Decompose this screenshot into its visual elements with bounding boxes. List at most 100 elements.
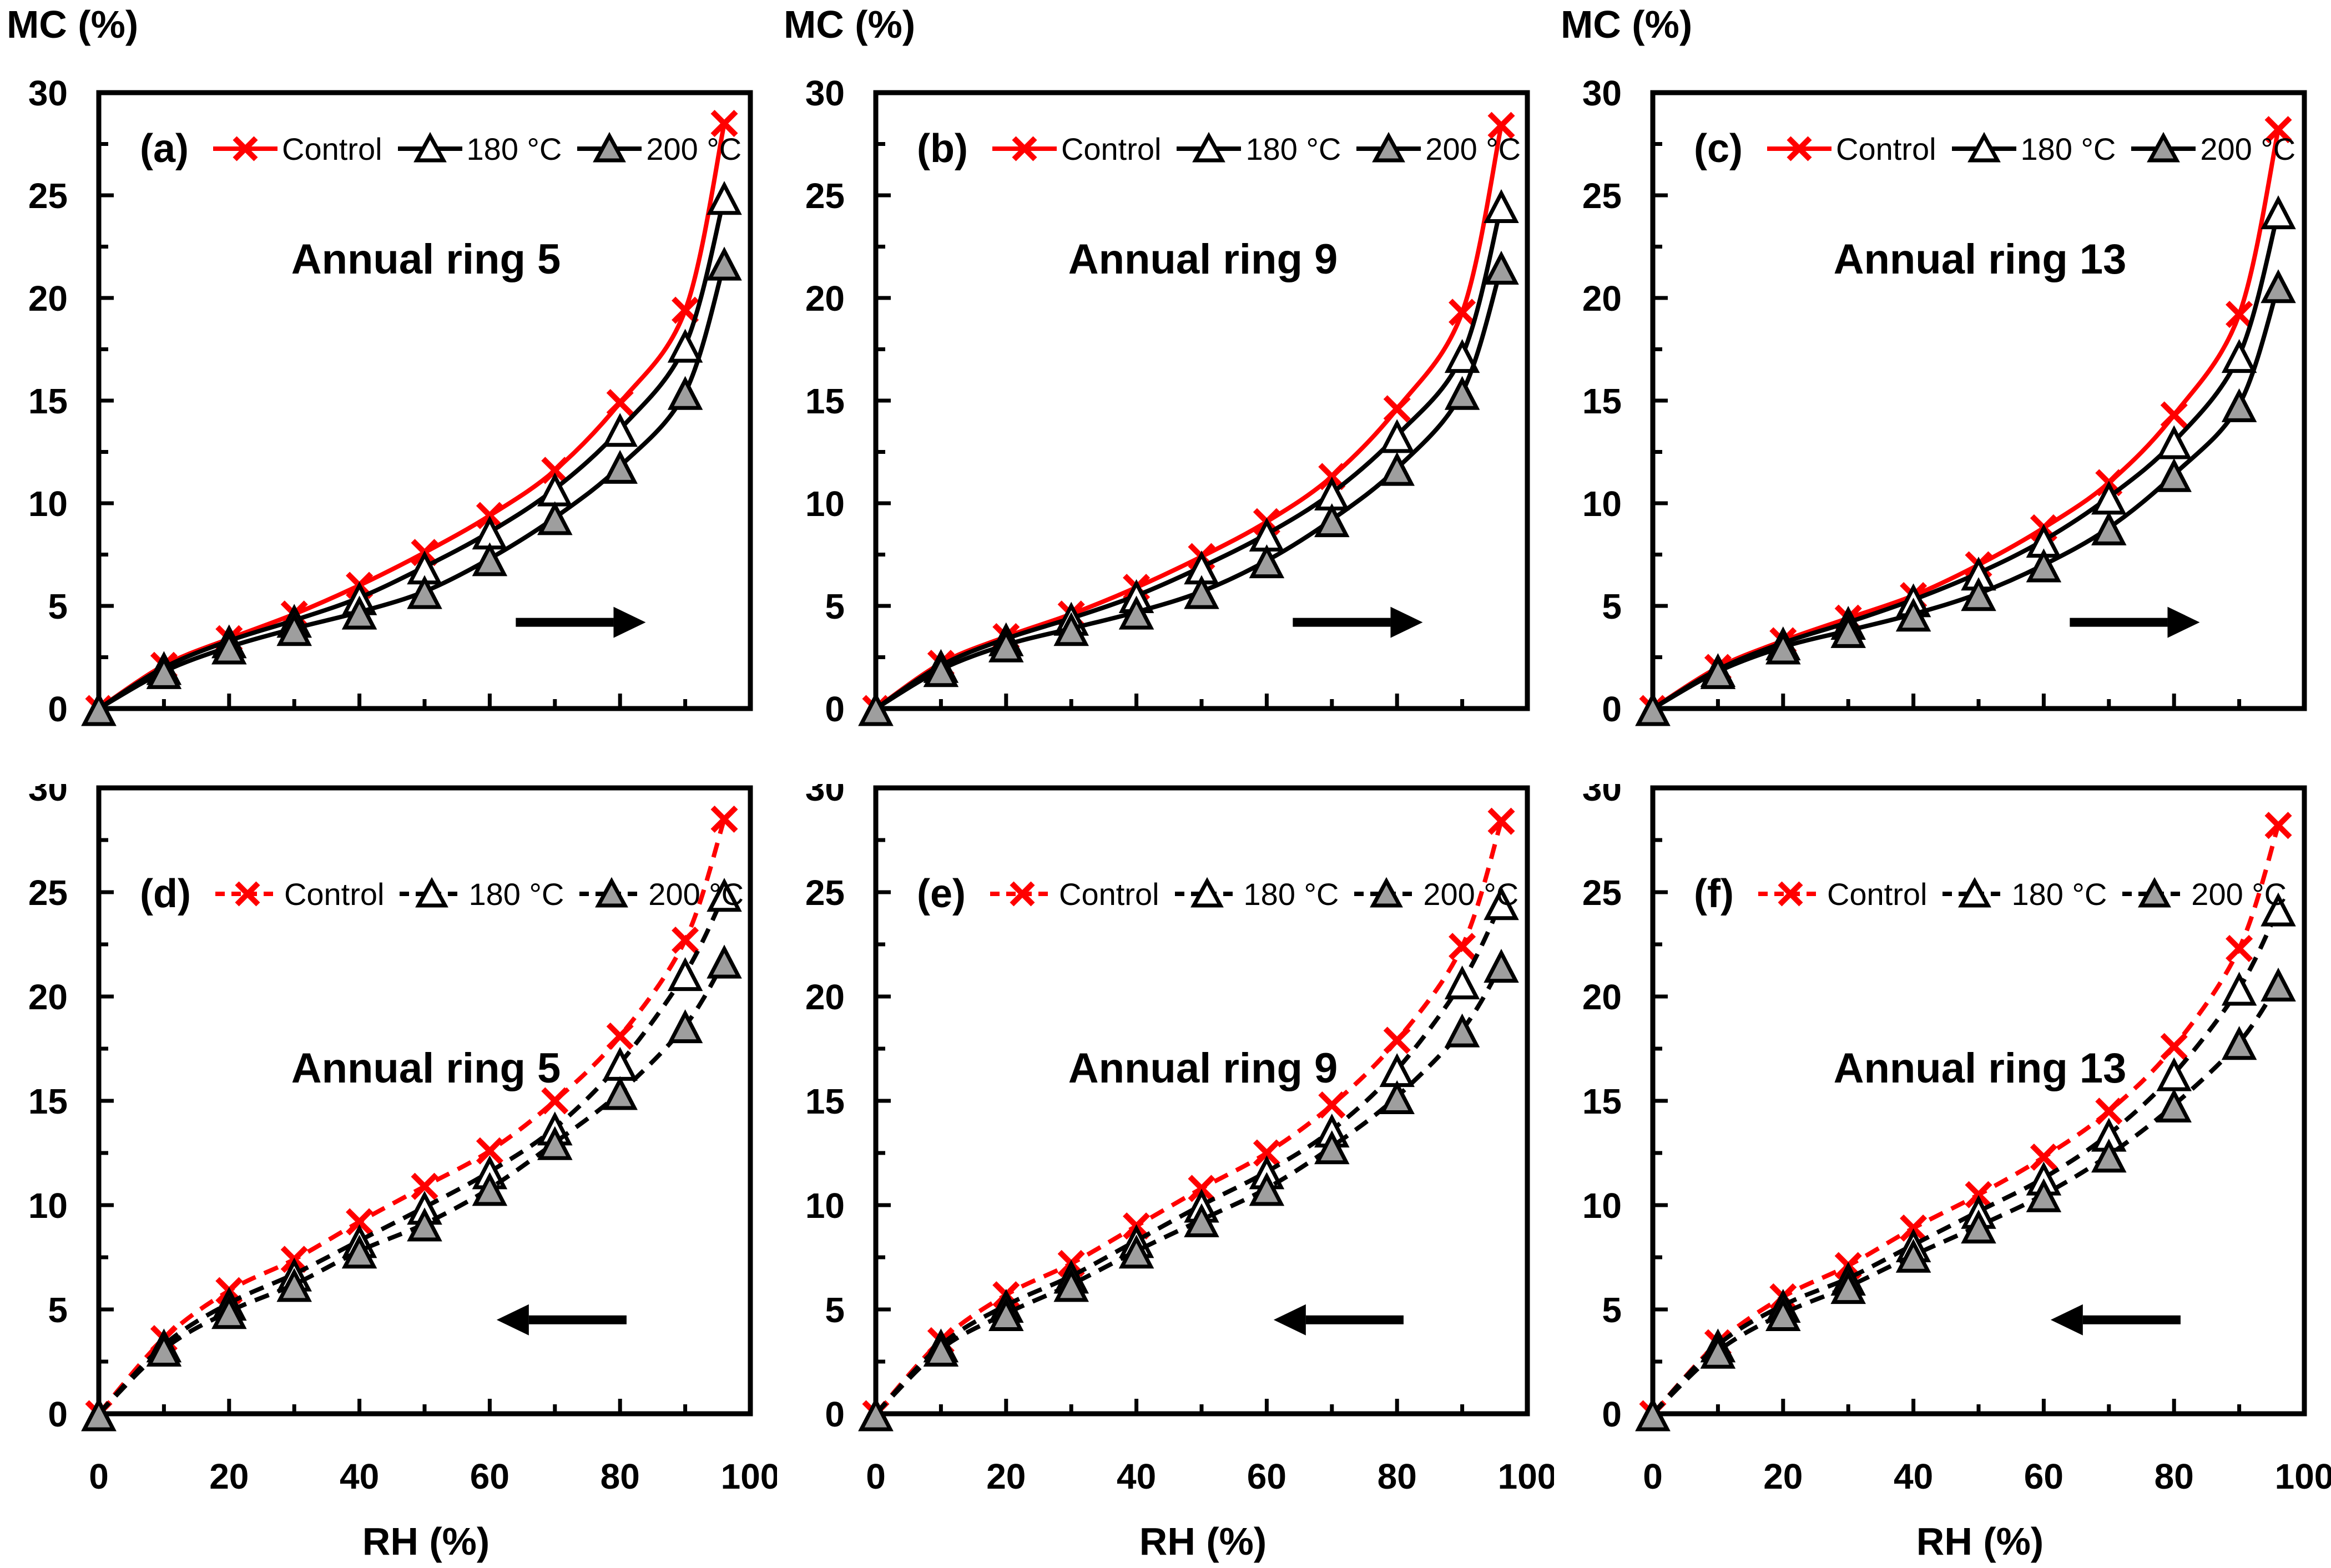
- triangle-filled-marker: [707, 246, 742, 281]
- legend-entry-control: Control: [214, 876, 385, 912]
- triangle-filled-marker: [81, 692, 117, 726]
- plot-frame: [96, 90, 753, 711]
- x-tick-label: 100: [721, 1456, 777, 1496]
- triangle-filled-marker: [1053, 612, 1089, 646]
- triangle-filled-legend-marker: [579, 877, 644, 908]
- x-tick-label: 40: [1894, 1456, 1933, 1496]
- triangle-filled-marker: [667, 376, 703, 410]
- x-tick-label: 100: [1498, 1456, 1554, 1496]
- legend-entry-180: 180 °C: [1175, 131, 1341, 167]
- x-tick-label: 100: [2275, 1456, 2331, 1496]
- y-tick-label: 0: [48, 689, 68, 729]
- triangle-filled-marker: [1895, 598, 1931, 632]
- control-legend-marker: [990, 881, 1054, 907]
- triangle-filled-marker: [211, 1295, 247, 1329]
- triangle-filled-marker: [2091, 1139, 2127, 1173]
- series-line-180 °C: [874, 902, 1503, 1415]
- y-tick-label: 25: [28, 873, 68, 913]
- panel-b-title: Annual ring 9: [1068, 236, 1338, 283]
- triangle-open-marker: [707, 181, 742, 215]
- control-legend-marker: [215, 881, 280, 907]
- triangle-filled-marker: [341, 1235, 377, 1269]
- legend-label: Control: [1836, 131, 1936, 166]
- series-line-Control: [97, 818, 726, 1415]
- triangle-filled-marker: [1635, 692, 1671, 726]
- panel-e-title: Annual ring 9: [1068, 1045, 1338, 1092]
- plot-frame: [1650, 90, 2307, 711]
- triangle-filled-marker: [2221, 1026, 2257, 1060]
- legend-label: 200 °C: [2191, 876, 2287, 912]
- triangle-filled-marker: [1700, 655, 1736, 689]
- x-marker: [2030, 1143, 2057, 1171]
- legend-label: 200 °C: [1423, 876, 1519, 912]
- triangle-filled-marker: [1118, 595, 1154, 630]
- x-marker: [1383, 1026, 1411, 1054]
- y-tick-label: 10: [1582, 1186, 1622, 1226]
- x-marker: [1487, 807, 1515, 835]
- legend-label: 180 °C: [1245, 131, 1341, 166]
- y-tick-label: 5: [1602, 586, 1622, 626]
- x-marker: [2226, 301, 2253, 328]
- x-marker: [2095, 1097, 2123, 1125]
- x-axis-title: RH (%): [362, 1520, 490, 1563]
- y-axis-title: MC (%): [1561, 3, 1693, 46]
- y-tick-label: 30: [1582, 73, 1622, 113]
- triangle-filled-marker: [2261, 269, 2296, 304]
- triangle-open-marker: [667, 957, 703, 992]
- control-legend-marker: [1767, 136, 1832, 161]
- legend-label: 200 °C: [646, 131, 742, 166]
- x-marker: [1900, 1214, 1928, 1242]
- x-marker: [2160, 1033, 2188, 1060]
- control-legend-marker: [213, 136, 278, 161]
- triangle-open-marker: [1484, 189, 1519, 223]
- x-tick-label: 0: [1643, 1456, 1663, 1496]
- triangle-open-marker: [2156, 425, 2192, 459]
- legend-entry-180: 180 °C: [1941, 876, 2107, 912]
- legend-entry-180: 180 °C: [398, 876, 564, 912]
- y-tick-label: 15: [805, 381, 845, 421]
- series-line-200 °C: [97, 960, 726, 1415]
- panel-b-chart: 0 5 10 15 20 25 30: [805, 73, 1530, 729]
- x-marker: [346, 1208, 374, 1236]
- triangle-filled-marker: [341, 595, 377, 630]
- triangle-open-legend-marker: [1951, 131, 2016, 163]
- y-tick-label: 15: [1582, 1081, 1622, 1121]
- triangle-open-legend-marker: [400, 877, 465, 908]
- panel-a-legend: (a) Control 180 °C 200 °C: [140, 127, 742, 171]
- legend-entry-180: 180 °C: [397, 131, 562, 167]
- x-marker: [1383, 395, 1411, 423]
- triangle-filled-marker: [2156, 1088, 2192, 1123]
- triangle-open-marker: [2261, 892, 2296, 927]
- y-tick-label: 30: [1582, 784, 1622, 808]
- y-tick-label: 25: [1582, 176, 1622, 216]
- x-tick-label: 0: [866, 1456, 886, 1496]
- triangle-open-marker: [2221, 972, 2257, 1006]
- triangle-filled-legend-marker: [2131, 131, 2196, 163]
- arrow-head: [1273, 1304, 1306, 1336]
- arrow-head: [1390, 606, 1423, 638]
- x-marker: [541, 457, 569, 484]
- panel-d-title: Annual ring 5: [291, 1045, 561, 1092]
- x-marker: [1253, 1139, 1280, 1167]
- legend-label: 200 °C: [2200, 131, 2296, 166]
- y-tick-label: 10: [805, 484, 845, 524]
- x-marker: [606, 389, 634, 417]
- x-marker: [1487, 112, 1515, 139]
- triangle-filled-marker: [1379, 1080, 1415, 1114]
- triangle-filled-legend-marker: [1354, 877, 1419, 908]
- legend-label: Control: [284, 876, 385, 912]
- panel-letter: (d): [140, 872, 191, 916]
- x-marker: [541, 1087, 569, 1115]
- triangle-filled-marker: [1444, 1013, 1480, 1048]
- x-marker: [2264, 812, 2292, 839]
- arrow-head: [2167, 606, 2200, 638]
- y-tick-label: 0: [48, 1394, 68, 1434]
- triangle-filled-marker: [1184, 1203, 1219, 1237]
- triangle-filled-marker: [923, 653, 959, 687]
- x-marker: [710, 109, 738, 138]
- series-line-200 °C: [1652, 285, 2280, 711]
- y-axis-title: MC (%): [7, 3, 139, 46]
- y-tick-label: 20: [805, 279, 845, 318]
- triangle-filled-marker: [1444, 376, 1480, 410]
- triangle-open-marker: [2261, 195, 2296, 230]
